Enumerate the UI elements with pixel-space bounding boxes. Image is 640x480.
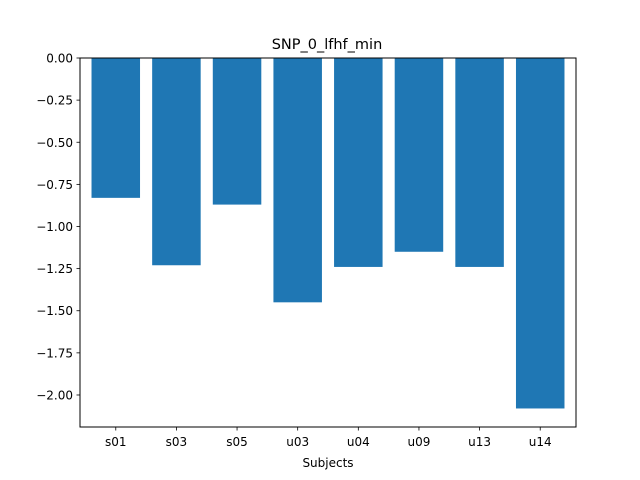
x-tick-label: u04 xyxy=(347,435,370,449)
y-axis-ticks: 0.00 −0.25 −0.50 −0.75 −1.00 −1.25 −1.50 −1.75 −… xyxy=(36,52,80,402)
bar-u03 xyxy=(273,58,322,303)
y-tick-label: −1.50 xyxy=(36,304,73,318)
bar-s05 xyxy=(212,58,262,205)
y-tick-label: −2.00 xyxy=(36,388,73,402)
y-tick-label: −0.75 xyxy=(36,178,73,192)
bar-u04 xyxy=(334,58,383,267)
bar-u13 xyxy=(455,58,504,267)
y-tick-label: −1.00 xyxy=(36,220,73,234)
y-tick-label: 0.00 xyxy=(46,52,73,66)
y-tick-label: −0.50 xyxy=(36,136,73,150)
bar-s03 xyxy=(152,58,201,266)
y-tick-label: −0.25 xyxy=(36,94,73,108)
chart-title: SNP_0_lfhf_min xyxy=(272,37,383,53)
x-tick-label: s03 xyxy=(166,435,188,449)
x-tick-label: u13 xyxy=(468,435,491,449)
x-axis-ticks: s01 s03 s05 u03 u04 u09 u13 u14 xyxy=(105,427,552,449)
y-tick-label: −1.25 xyxy=(36,262,73,276)
x-tick-label: s01 xyxy=(105,435,127,449)
bar-u09 xyxy=(394,58,444,252)
bars-layer xyxy=(91,58,565,409)
y-tick-label: −1.75 xyxy=(36,346,73,360)
x-axis-label: Subjects xyxy=(302,456,353,470)
x-tick-label: u09 xyxy=(408,435,431,449)
x-tick-label: s05 xyxy=(226,435,248,449)
x-tick-label: u03 xyxy=(286,435,309,449)
x-tick-label: u14 xyxy=(529,435,552,449)
bar-u14 xyxy=(515,58,565,409)
bar-s01 xyxy=(91,58,141,198)
plot-frame xyxy=(79,57,577,428)
